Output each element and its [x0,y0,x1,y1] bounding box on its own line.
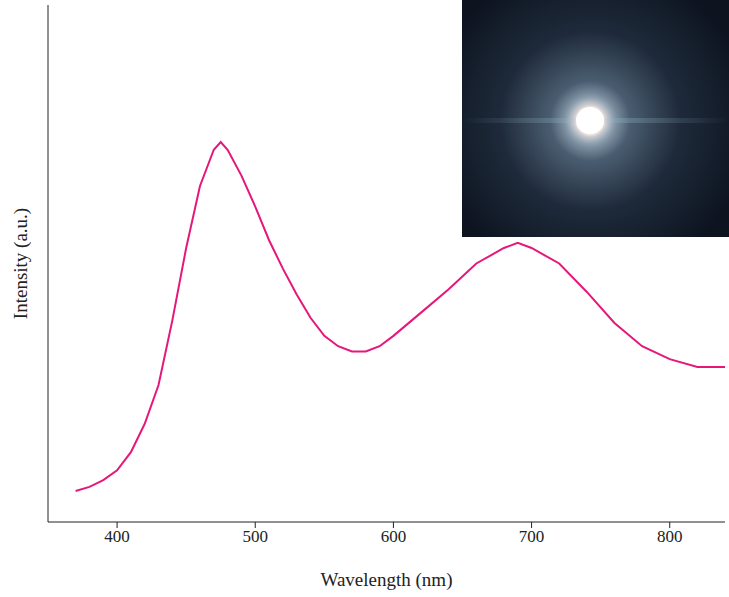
svg-text:800: 800 [657,527,683,546]
svg-text:600: 600 [381,527,407,546]
svg-text:Intensity (a.u.): Intensity (a.u.) [10,208,32,319]
svg-text:400: 400 [104,527,130,546]
svg-text:700: 700 [519,527,545,546]
svg-text:Wavelength (nm): Wavelength (nm) [321,569,453,591]
svg-text:500: 500 [242,527,268,546]
